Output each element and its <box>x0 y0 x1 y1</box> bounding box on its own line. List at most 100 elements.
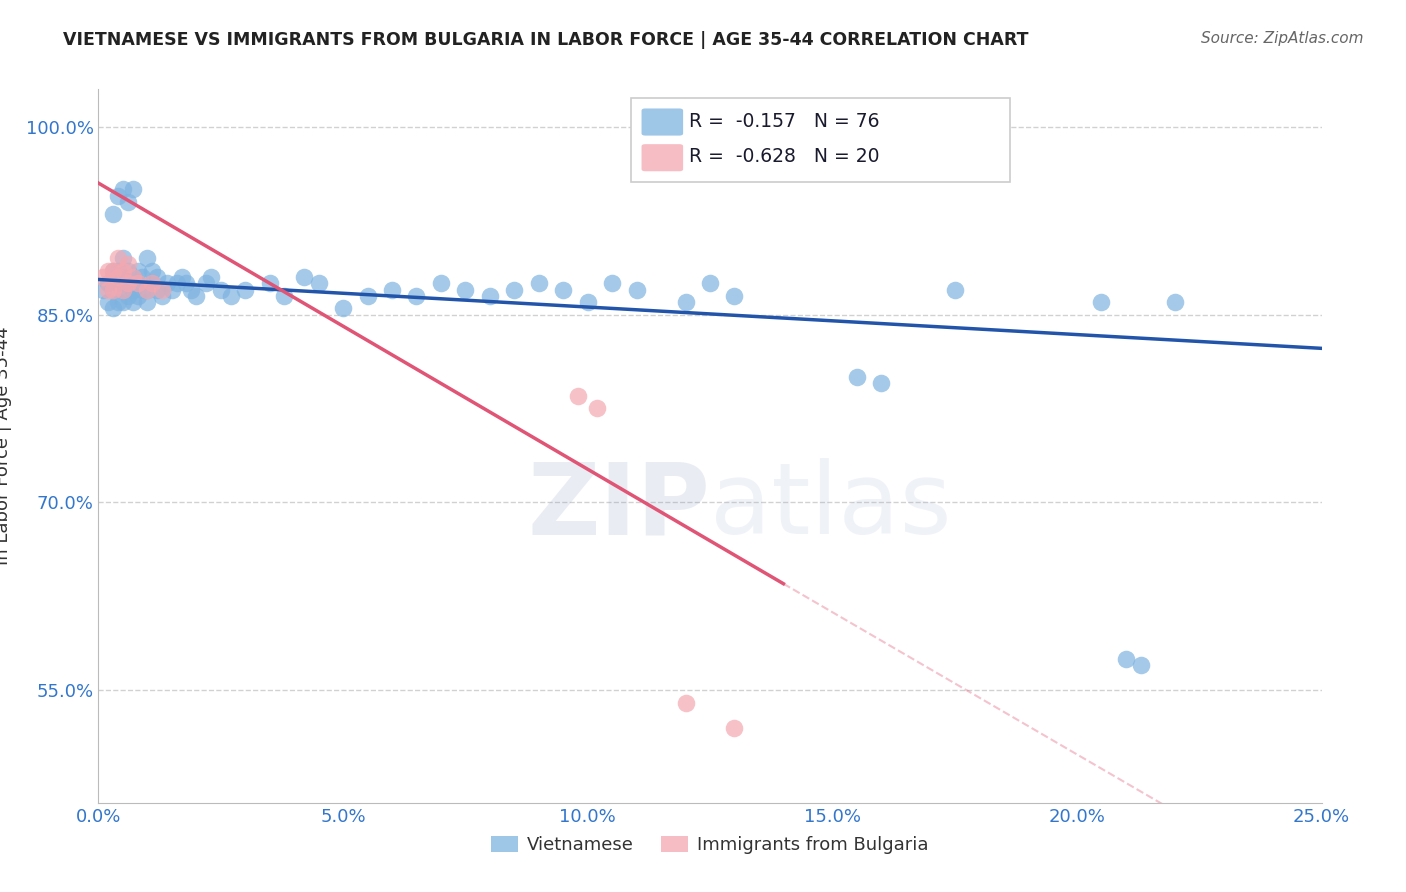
Point <box>121 270 143 285</box>
Point <box>233 283 256 297</box>
Point <box>1090 295 1112 310</box>
Point <box>121 182 143 196</box>
Point <box>553 283 575 297</box>
Point <box>101 301 124 316</box>
Point <box>180 283 202 297</box>
Point <box>117 257 139 271</box>
Point <box>430 277 453 291</box>
Point <box>600 277 623 291</box>
Point <box>111 264 134 278</box>
Point <box>141 277 163 291</box>
Point <box>111 295 134 310</box>
Point <box>160 283 183 297</box>
Point <box>1164 295 1187 310</box>
Point <box>626 283 648 297</box>
Point <box>127 277 149 291</box>
Text: R =  -0.628   N = 20: R = -0.628 N = 20 <box>689 147 880 167</box>
Point <box>117 194 139 209</box>
Point <box>200 270 222 285</box>
Point <box>111 283 134 297</box>
Point <box>121 270 143 285</box>
Text: Source: ZipAtlas.com: Source: ZipAtlas.com <box>1201 31 1364 46</box>
Point <box>117 264 139 278</box>
Point <box>101 264 124 278</box>
Point <box>107 270 129 285</box>
Point <box>136 295 159 310</box>
FancyBboxPatch shape <box>641 109 683 136</box>
Point <box>97 283 120 297</box>
Point <box>170 270 193 285</box>
Point <box>101 207 124 221</box>
Point <box>91 283 114 297</box>
Y-axis label: In Labor Force | Age 35-44: In Labor Force | Age 35-44 <box>0 326 11 566</box>
Point <box>527 277 550 291</box>
Point <box>111 270 134 285</box>
Point <box>176 277 198 291</box>
Point <box>478 289 501 303</box>
Point <box>97 264 120 278</box>
Point <box>97 295 120 310</box>
Point <box>356 289 378 303</box>
Point <box>209 283 232 297</box>
Point <box>1129 658 1152 673</box>
Point <box>111 182 134 196</box>
Point <box>723 289 745 303</box>
Text: R =  -0.157   N = 76: R = -0.157 N = 76 <box>689 112 880 131</box>
Point <box>117 277 139 291</box>
Point <box>845 370 868 384</box>
Point <box>567 389 589 403</box>
Text: atlas: atlas <box>710 458 952 555</box>
Point <box>111 283 134 297</box>
Point <box>111 251 134 265</box>
Point <box>1115 652 1137 666</box>
Point <box>576 295 599 310</box>
Point <box>150 289 173 303</box>
Point <box>107 188 129 202</box>
Point <box>259 277 281 291</box>
Point <box>405 289 427 303</box>
Point <box>101 283 124 297</box>
Point <box>943 283 966 297</box>
Point <box>117 289 139 303</box>
Point <box>146 270 169 285</box>
Point <box>136 283 159 297</box>
Point <box>131 270 153 285</box>
Point <box>186 289 208 303</box>
Point <box>675 295 697 310</box>
Point <box>156 277 179 291</box>
Point <box>136 251 159 265</box>
Point <box>219 289 242 303</box>
Point <box>308 277 330 291</box>
Point <box>381 283 404 297</box>
Point <box>101 264 124 278</box>
Point <box>107 264 129 278</box>
Point <box>332 301 354 316</box>
Point <box>127 277 149 291</box>
Legend: Vietnamese, Immigrants from Bulgaria: Vietnamese, Immigrants from Bulgaria <box>484 829 936 862</box>
Text: ZIP: ZIP <box>527 458 710 555</box>
Point <box>107 277 129 291</box>
Point <box>141 277 163 291</box>
Point <box>136 283 159 297</box>
Point <box>150 283 173 297</box>
Point <box>131 283 153 297</box>
Point <box>97 277 120 291</box>
Point <box>166 277 188 291</box>
Point <box>127 264 149 278</box>
Point <box>146 283 169 297</box>
Point <box>117 277 139 291</box>
Point <box>675 696 697 710</box>
Point <box>107 251 129 265</box>
Point <box>699 277 721 291</box>
Point <box>292 270 315 285</box>
Point <box>101 283 124 297</box>
Point <box>121 283 143 297</box>
Point <box>195 277 218 291</box>
Point <box>503 283 526 297</box>
Point <box>127 289 149 303</box>
Point <box>273 289 295 303</box>
Point <box>121 295 143 310</box>
FancyBboxPatch shape <box>641 145 683 171</box>
Point <box>454 283 477 297</box>
Point <box>107 295 129 310</box>
